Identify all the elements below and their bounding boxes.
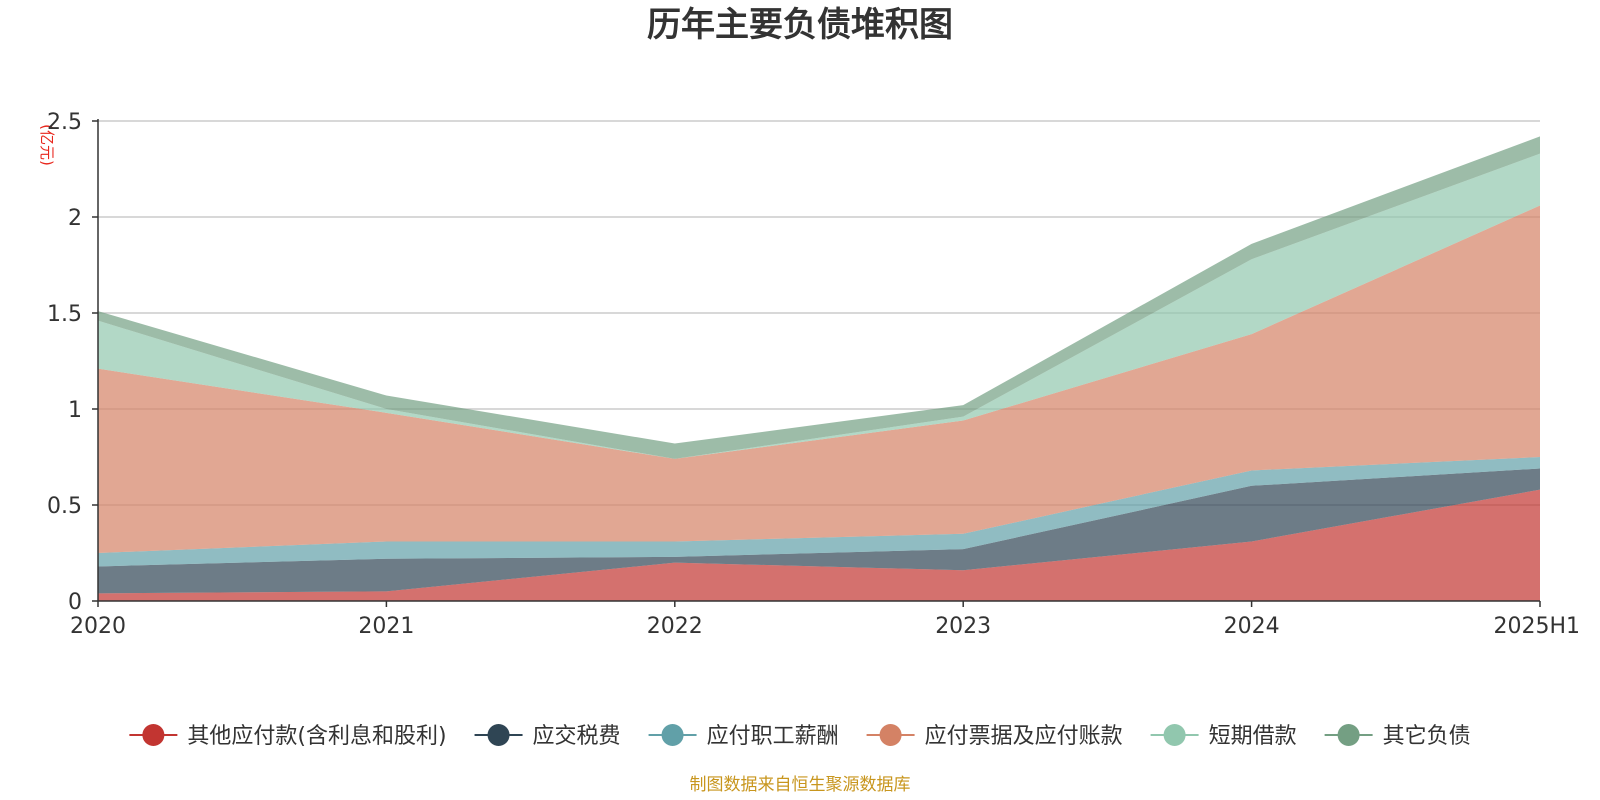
legend-item[interactable]: 应付票据及应付账款: [866, 724, 1123, 749]
axes: 0 0.5 1 1.5 2 2.5 2020 2021 2022 2023 2024 2025H1: [47, 110, 1580, 639]
area-应付职工薪酬: [98, 457, 1540, 567]
x-tick-label: 2025H1: [1493, 614, 1580, 639]
legend-marker: [487, 724, 510, 746]
legend-marker: [879, 724, 902, 746]
chart-title: 历年主要负债堆积图: [647, 5, 953, 45]
legend-marker: [1337, 724, 1360, 746]
legend-item[interactable]: 应交税费: [474, 724, 621, 749]
legend-item[interactable]: 短期借款: [1150, 724, 1297, 749]
area-应付票据及应付账款: [98, 205, 1540, 554]
x-tick-label: 2022: [647, 614, 703, 639]
area-其他应付款(含利息和股利): [98, 489, 1540, 601]
y-tick-label: 0: [68, 590, 82, 615]
legend-label: 应付票据及应付账款: [925, 724, 1123, 749]
y-tick-label: 2.5: [47, 110, 82, 135]
legend-item[interactable]: 应付职工薪酬: [648, 724, 839, 749]
data-source-note: 制图数据来自恒生聚源数据库: [690, 775, 911, 795]
legend: 其他应付款(含利息和股利) 应交税费 应付职工薪酬 应付票据及应付账款 短期借款 其它负债: [129, 724, 1471, 749]
area-应交税费: [98, 468, 1540, 594]
y-tick-label: 1.5: [47, 302, 82, 327]
x-tick-label: 2020: [70, 614, 126, 639]
y-tick-label: 1: [68, 398, 82, 423]
legend-marker: [142, 724, 165, 746]
legend-label: 应交税费: [533, 724, 621, 749]
area-series: [98, 136, 1540, 601]
legend-marker: [661, 724, 684, 746]
y-tick-label: 0.5: [47, 494, 82, 519]
area-短期借款: [98, 153, 1540, 459]
legend-marker: [1163, 724, 1186, 746]
legend-item[interactable]: 其他应付款(含利息和股利): [129, 724, 447, 749]
x-tick-label: 2023: [935, 614, 991, 639]
y-tick-label: 2: [68, 206, 82, 231]
y-axis-unit-label: (亿元): [38, 124, 56, 166]
legend-label: 其它负债: [1383, 724, 1471, 749]
legend-label: 应付职工薪酬: [707, 724, 839, 749]
legend-item[interactable]: 其它负债: [1324, 724, 1471, 749]
legend-label: 其他应付款(含利息和股利): [187, 724, 446, 749]
x-tick-label: 2021: [358, 614, 414, 639]
x-tick-label: 2024: [1224, 614, 1280, 639]
legend-label: 短期借款: [1209, 724, 1297, 749]
